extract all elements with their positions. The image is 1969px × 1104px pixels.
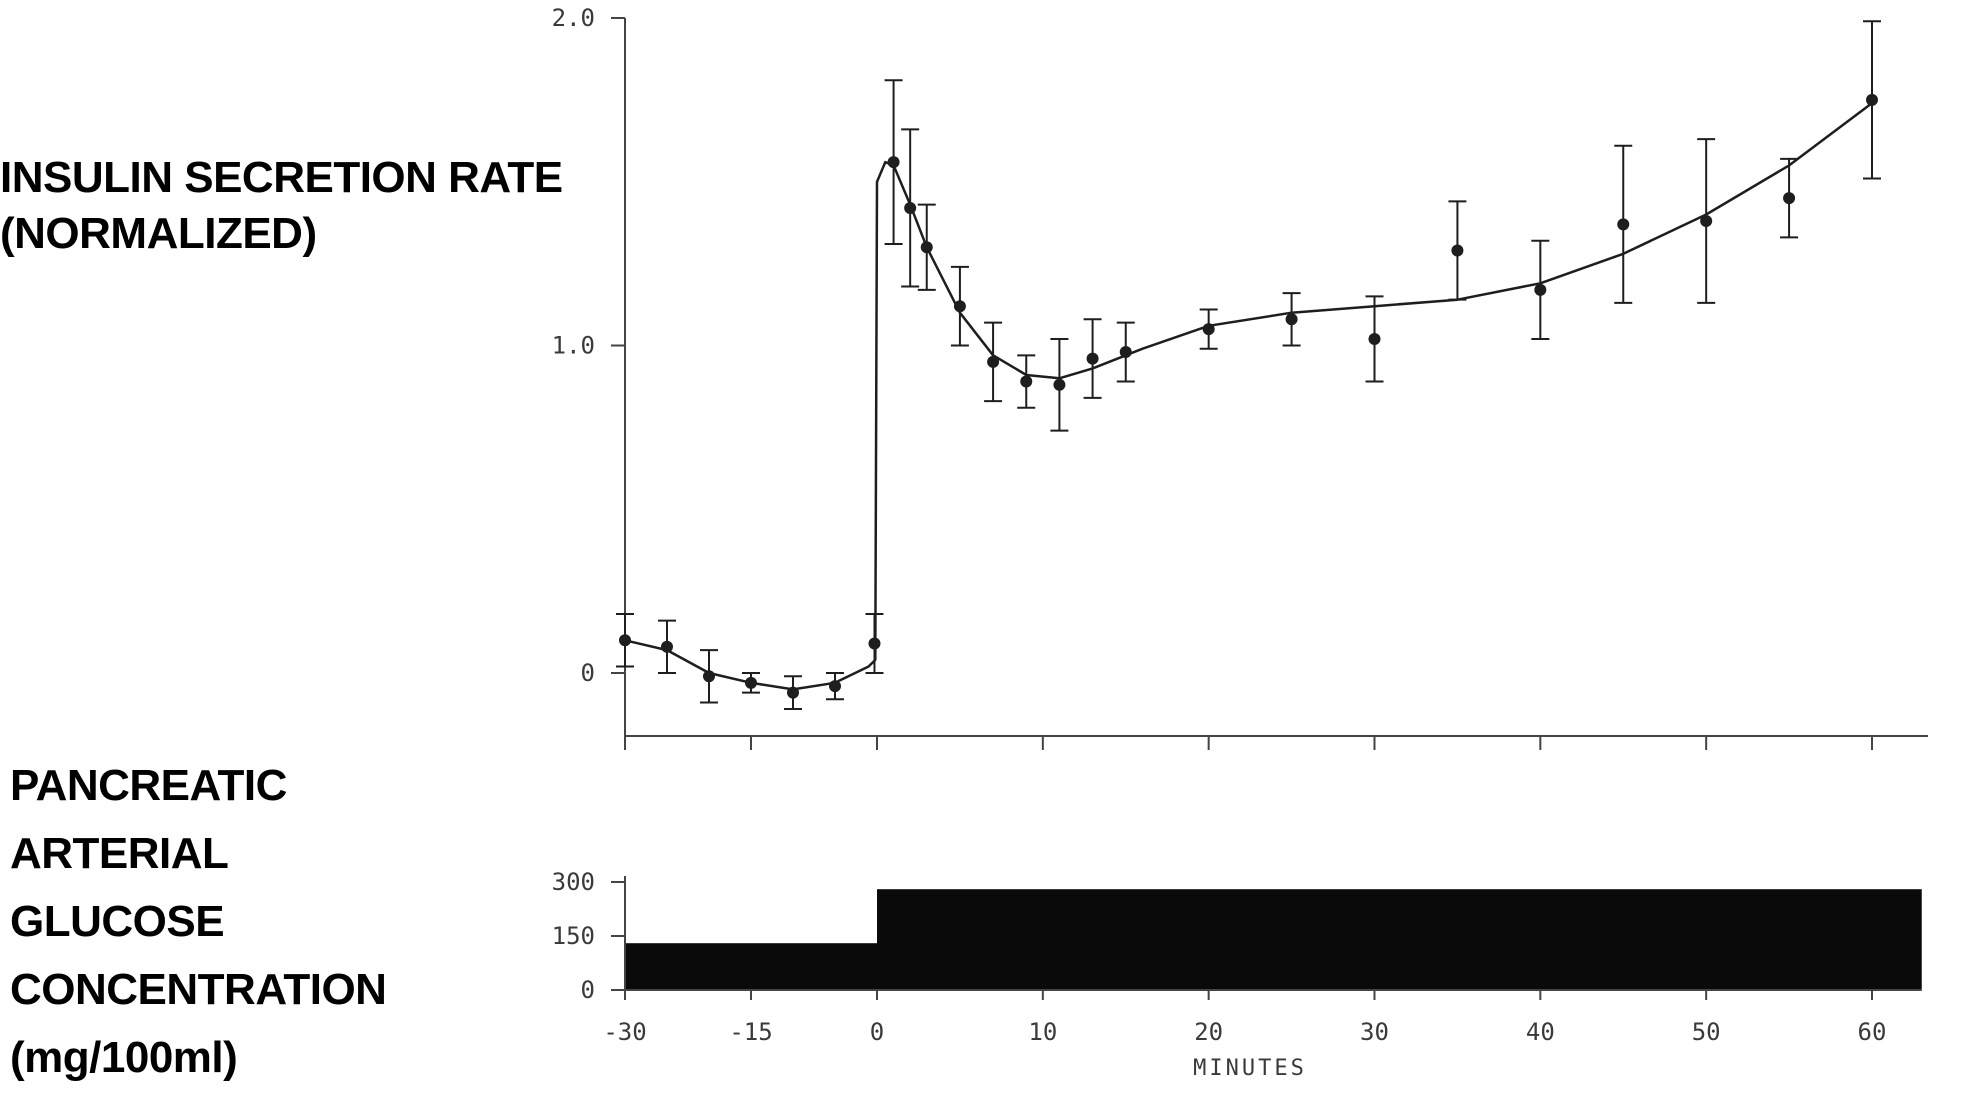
data-point (829, 680, 841, 693)
top-y-tick-label: 1.0 (552, 332, 595, 360)
x-axis-title: MINUTES (1193, 1056, 1307, 1081)
bottom-ylabel-line-2: ARTERIAL (10, 829, 229, 878)
bottom-y-tick-label: 300 (552, 868, 595, 896)
data-point (920, 241, 933, 254)
bottom-x-tick-label: 50 (1692, 1018, 1721, 1046)
bottom-x-tick-label: 60 (1858, 1018, 1887, 1046)
bottom-ylabel-line-4: CONCENTRATION (10, 965, 387, 1014)
top-chart-ylabel: INSULIN SECRETION RATE (NORMALIZED) (0, 150, 563, 262)
data-point (1285, 313, 1298, 326)
insulin-secretion-chart: 0 1.0 2.0 (552, 4, 1928, 750)
bottom-ylabel-line-1: PANCREATIC (10, 761, 287, 810)
bottom-x-tick-label: 40 (1526, 1018, 1555, 1046)
fitted-curve-line (624, 102, 1873, 691)
data-point (887, 156, 900, 169)
bottom-ylabel-line-3: GLUCOSE (10, 897, 225, 946)
data-point (1119, 346, 1132, 359)
data-point (1700, 215, 1713, 228)
bottom-chart-ylabel: PANCREATIC ARTERIAL GLUCOSE CONCENTRATIO… (10, 752, 387, 1092)
data-point (661, 640, 673, 653)
data-point (745, 676, 757, 689)
glucose-concentration-chart: 0 150 300 -30 -15 0 10 20 30 40 50 60 (552, 868, 1922, 1046)
data-point (1202, 323, 1215, 336)
data-point (1783, 192, 1796, 205)
bottom-y-tick-label: 0 (581, 976, 595, 1004)
bottom-x-tick-label: 0 (870, 1018, 884, 1046)
bottom-x-tick-label: -30 (603, 1018, 646, 1046)
data-point (987, 355, 1000, 368)
data-point (904, 201, 917, 214)
bottom-x-tick-label: 30 (1360, 1018, 1389, 1046)
top-ylabel-line-2: (NORMALIZED) (0, 209, 317, 258)
bottom-ylabel-line-5: (mg/100ml) (10, 1033, 238, 1082)
data-point (1368, 332, 1381, 345)
data-point (619, 634, 631, 647)
data-point (787, 686, 799, 699)
bottom-x-tick-label: 10 (1028, 1018, 1057, 1046)
data-point (1866, 93, 1878, 106)
top-ylabel-line-1: INSULIN SECRETION RATE (0, 153, 563, 202)
top-y-tick-label: 0 (581, 659, 595, 687)
bottom-x-tick-label: -15 (729, 1018, 772, 1046)
glucose-level-bar (625, 943, 877, 990)
bottom-y-tick-label: 150 (552, 922, 595, 950)
data-point (1617, 218, 1630, 231)
data-point (1020, 375, 1033, 388)
data-point (953, 300, 966, 313)
top-y-tick-label: 2.0 (552, 4, 595, 32)
bottom-x-tick-label: 20 (1194, 1018, 1223, 1046)
data-point (1534, 283, 1547, 296)
glucose-level-bar (877, 889, 1922, 990)
data-point (1451, 244, 1464, 257)
data-point (703, 670, 715, 683)
data-point (868, 637, 881, 650)
data-point (1053, 378, 1066, 391)
data-point (1086, 352, 1099, 365)
